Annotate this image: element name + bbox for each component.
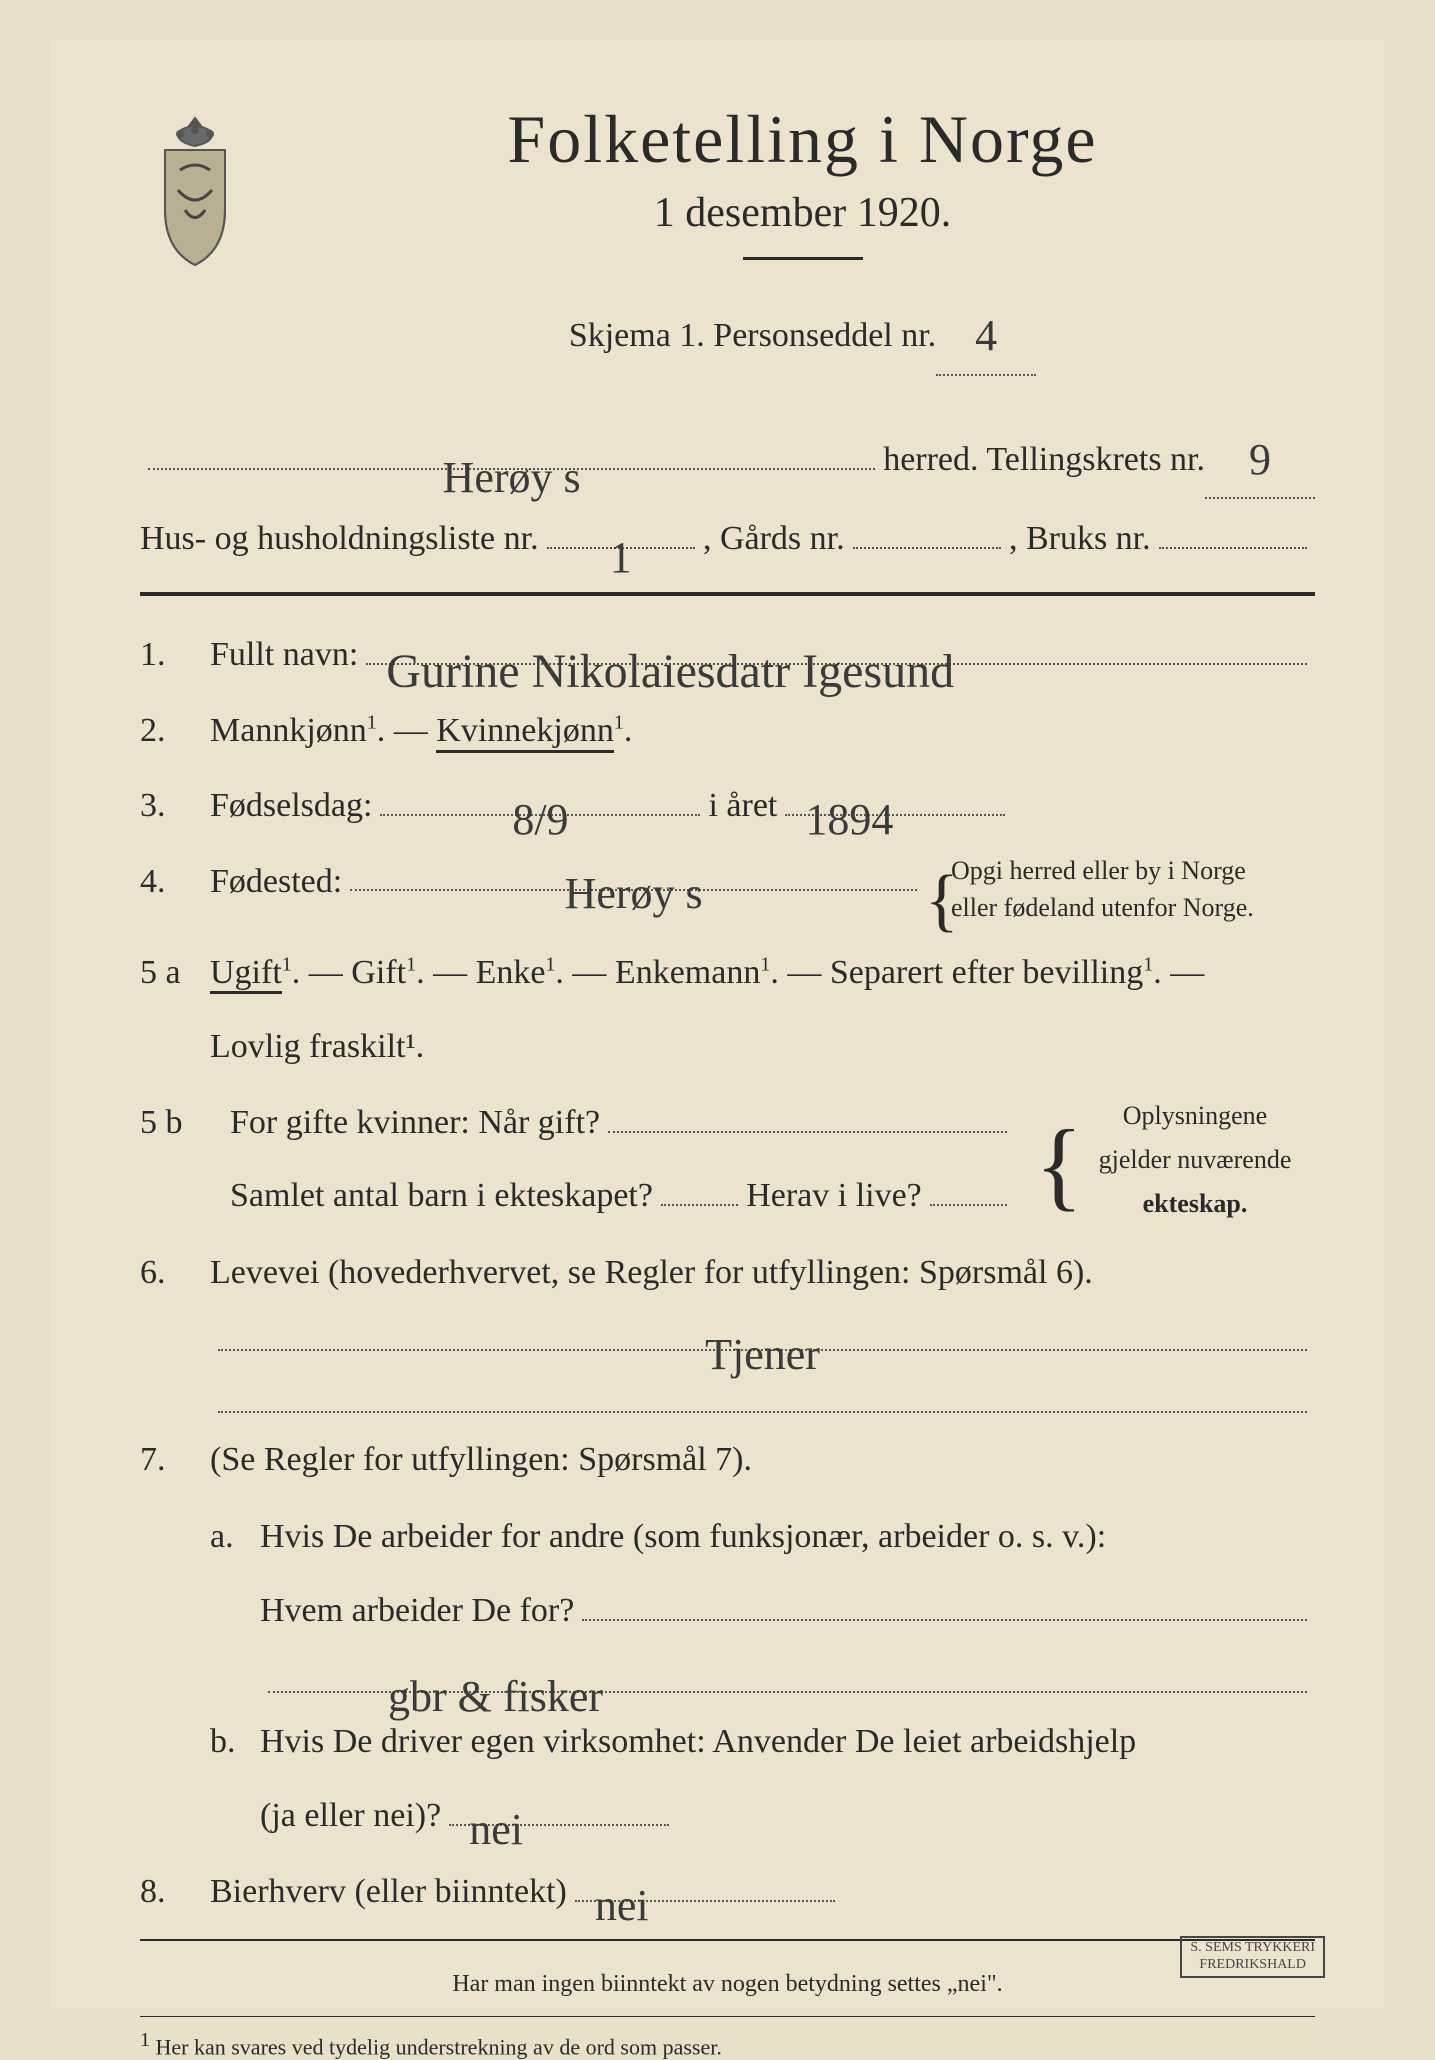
skjema-line: Skjema 1. Personseddel nr. 4 [290,290,1315,376]
skjema-label: Skjema 1. Personseddel nr. [569,304,936,369]
title-rule [743,257,863,260]
bruks-label: , Bruks nr. [1009,507,1151,572]
census-form-page: Folketelling i Norge 1 desember 1920. Sk… [50,40,1385,2008]
q4-note: Opgi herred eller by i Norge eller fødel… [925,853,1315,926]
q3-year: 1894 [805,783,893,822]
q2: 2. Mannkjønn1. — Kvinnekjønn1. [140,702,1315,760]
q5a-line2: Lovlig fraskilt¹. [210,1018,1315,1076]
gards-label: , Gårds nr. [703,507,845,572]
q3: 3. Fødselsdag: 8/9 i året 1894 [140,777,1315,835]
title-block: Folketelling i Norge 1 desember 1920. Sk… [290,100,1315,384]
q4: 4. Fødested: Herøy s Opgi herred eller b… [140,853,1315,926]
q5b-label-c: Herav i live? [746,1167,922,1225]
q7-label: (Se Regler for utfyllingen: Spørsmål 7). [210,1441,752,1478]
herred-value: Herøy s [443,436,581,475]
q5a: 5 a Ugift1. — Gift1. — Enke1. — Enkemann… [140,944,1315,1076]
q7a-value: gbr & fisker [388,1660,603,1699]
herred-line: Herøy s herred. Tellingskrets nr. 9 [140,414,1315,500]
q7a-label2: Hvem arbeider De for? [260,1582,574,1640]
q7b-num: b. [210,1713,260,1771]
q7b-label2: (ja eller nei)? [260,1787,441,1845]
personseddel-nr: 4 [975,311,997,360]
q3-mid: i året [708,777,777,835]
main-title: Folketelling i Norge [290,100,1315,179]
header: Folketelling i Norge 1 desember 1920. Sk… [140,100,1315,384]
q6-num: 6. [140,1244,210,1302]
q7a-num: a. [210,1508,260,1566]
q8: 8. Bierhverv (eller biinntekt) nei [140,1863,1315,1921]
footnote: 1 Her kan svares ved tydelig understrekn… [140,2029,1315,2060]
hus-label: Hus- og husholdningsliste nr. [140,507,539,572]
q1-label: Fullt navn: [210,626,358,684]
q3-day: 8/9 [512,783,568,822]
q7b-value: nei [469,1793,523,1832]
q4-value: Herøy s [565,857,703,896]
q7b-label1: Hvis De driver egen virksomhet: Anvender… [260,1713,1136,1771]
q8-value: nei [595,1869,649,1908]
tellingskrets-nr: 9 [1249,435,1271,484]
q8-label: Bierhverv (eller biinntekt) [210,1863,567,1921]
q2-kvinne: Kvinnekjønn [436,712,614,753]
herred-label: herred. Tellingskrets nr. [883,428,1205,493]
q5b-note: Oplysningene gjelder nuværende ekteskap. [1035,1094,1315,1227]
subtitle: 1 desember 1920. [290,189,1315,237]
q7: 7. (Se Regler for utfyllingen: Spørsmål … [140,1431,1315,1845]
q7a-label1: Hvis De arbeider for andre (som funksjon… [260,1508,1106,1566]
q2-num: 2. [140,702,210,760]
coat-of-arms-icon [140,110,250,270]
q5b-label-b: Samlet antal barn i ekteskapet? [230,1167,653,1225]
q2-mann: Mannkjønn [210,712,367,749]
q1: 1. Fullt navn: Gurine Nikolaiesdatr Iges… [140,626,1315,684]
q3-num: 3. [140,777,210,835]
hus-nr: 1 [610,516,632,555]
q1-value: Gurine Nikolaiesdatr Igesund [386,631,954,670]
q4-label: Fødested: [210,853,342,911]
q5b: 5 b For gifte kvinner: Når gift? Samlet … [140,1094,1315,1227]
q3-label: Fødselsdag: [210,777,372,835]
q7-num: 7. [140,1431,210,1489]
q5a-num: 5 a [140,944,210,1002]
hus-line: Hus- og husholdningsliste nr. 1 , Gårds … [140,507,1315,572]
q8-num: 8. [140,1863,210,1921]
footer-note: Har man ingen biinntekt av nogen betydni… [140,1971,1315,1998]
q6-value: Tjener [705,1318,820,1357]
divider-thick [140,592,1315,596]
divider-thin-2 [140,2016,1315,2017]
divider-thin [140,1939,1315,1941]
q1-num: 1. [140,626,210,684]
printer-stamp: S. SEMS TRYKKERI FREDRIKSHALD [1180,1936,1325,1978]
q6-label: Levevei (hovederhvervet, se Regler for u… [210,1254,1093,1291]
q5b-num: 5 b [140,1094,210,1152]
q6: 6. Levevei (hovederhvervet, se Regler fo… [140,1244,1315,1413]
q5b-label-a: For gifte kvinner: Når gift? [230,1094,600,1152]
q4-num: 4. [140,853,210,911]
